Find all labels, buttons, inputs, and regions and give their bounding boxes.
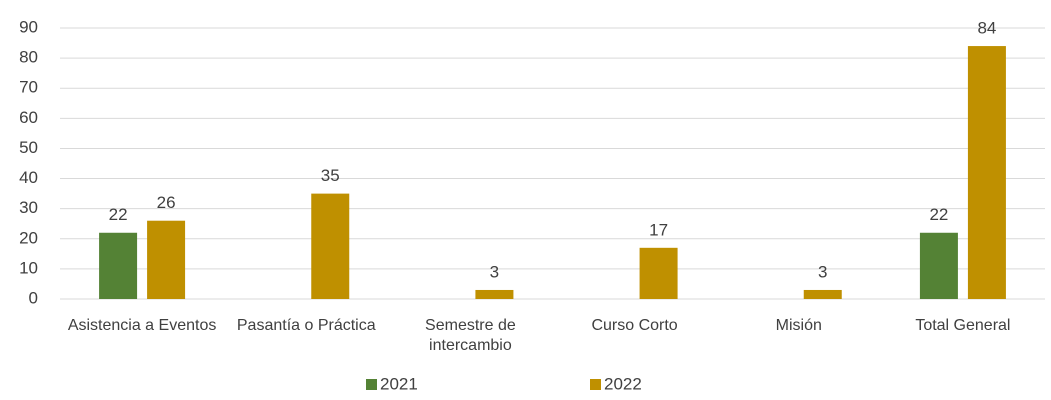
legend-label: 2021	[380, 374, 418, 393]
y-tick-label: 30	[19, 198, 38, 217]
legend-swatch	[590, 379, 601, 390]
y-tick-label: 70	[19, 78, 38, 97]
data-label: 84	[977, 19, 996, 38]
bar	[967, 46, 1006, 299]
data-label: 3	[490, 262, 499, 281]
x-tick-label: Curso Corto	[591, 317, 678, 334]
y-tick-label: 90	[19, 17, 38, 36]
x-tick-label: Semestre de intercambio	[425, 317, 516, 354]
y-tick-label: 50	[19, 138, 38, 157]
x-tick-label: Misión	[775, 317, 822, 334]
y-tick-label: 20	[19, 228, 38, 247]
bar	[311, 193, 350, 299]
bar	[639, 247, 678, 299]
y-tick-label: 60	[19, 108, 38, 127]
x-tick-label: Pasantía o Práctica	[236, 317, 376, 334]
x-tick-label: Asistencia a Eventos	[67, 317, 217, 334]
data-label: 22	[929, 205, 948, 224]
bar	[475, 289, 514, 299]
legend-label: 2022	[604, 374, 642, 393]
data-label: 22	[109, 205, 128, 224]
y-tick-label: 40	[19, 168, 38, 187]
data-label: 3	[818, 262, 827, 281]
bar	[147, 220, 186, 299]
data-label: 26	[157, 193, 176, 212]
legend-swatch	[366, 379, 377, 390]
y-tick-label: 10	[19, 258, 38, 277]
data-label: 35	[321, 166, 340, 185]
bar	[803, 289, 842, 299]
data-label: 17	[649, 220, 668, 239]
bar	[919, 232, 958, 299]
y-tick-label: 0	[29, 288, 38, 307]
bar	[99, 232, 138, 299]
x-tick-label: Total General	[915, 317, 1011, 334]
y-tick-label: 80	[19, 48, 38, 67]
